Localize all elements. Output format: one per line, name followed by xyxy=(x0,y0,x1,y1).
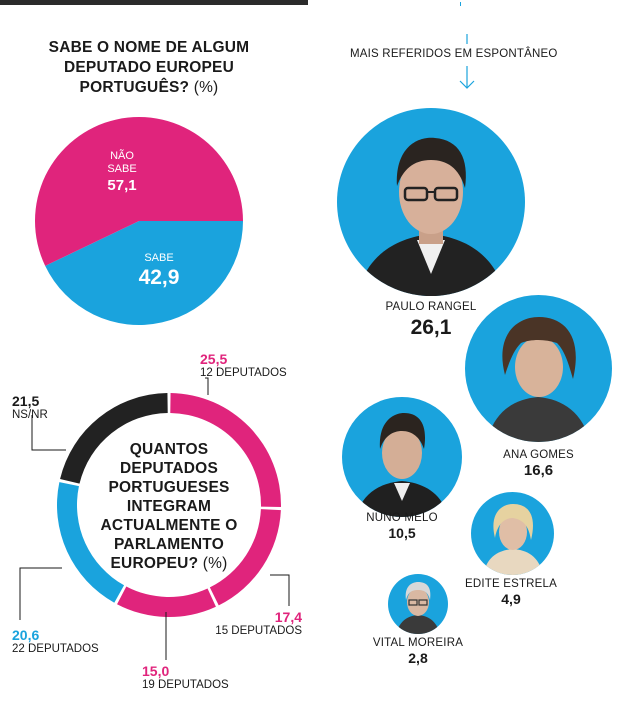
number-of-meps-donut xyxy=(57,393,281,618)
value-paulo-rangel: 26,1 xyxy=(410,316,452,339)
ring-label-nsnr: 21,5 NS/NR xyxy=(12,394,48,422)
ring-label-22: 20,6 22 DEPUTADOS xyxy=(12,628,99,656)
knows-mep-pie xyxy=(35,117,243,326)
ring-label-19: 15,0 19 DEPUTADOS xyxy=(142,664,229,692)
donut-segment xyxy=(209,509,281,606)
slice-value: 21,5 xyxy=(12,393,40,409)
slice-value: 42,9 xyxy=(138,266,180,289)
slice-answer: 19 DEPUTADOS xyxy=(142,679,229,691)
ring-label-15: 17,4 15 DEPUTADOS xyxy=(212,610,302,638)
donut-segment xyxy=(117,586,216,618)
slice-answer: NS/NR xyxy=(12,409,48,421)
portrait-nuno-melo xyxy=(342,397,462,517)
name-nuno-melo: NUNO MELO xyxy=(366,512,438,524)
slice-label-line: SABE xyxy=(144,252,174,264)
portrait-ana-gomes xyxy=(465,295,612,442)
slice-label-line: SABE xyxy=(107,163,137,175)
name-vital-moreira: VITAL MOREIRA xyxy=(372,637,464,649)
value-edite-estrela: 4,9 xyxy=(501,591,521,607)
slice-answer: 15 DEPUTADOS xyxy=(215,625,302,637)
slice-answer: 22 DEPUTADOS xyxy=(12,643,99,655)
slice-answer: 12 DEPUTADOS xyxy=(200,367,287,379)
pie-label-sabe: SABE 42,9 xyxy=(126,252,192,291)
spontaneous-label: MAIS REFERIDOS EM ESPONTÂNEO xyxy=(350,48,558,60)
slice-value: 57,1 xyxy=(107,177,137,194)
pie-label-nao-sabe: NÃO SABE 57,1 xyxy=(100,150,144,196)
leader-line-20-6 xyxy=(19,567,62,620)
donut-segment xyxy=(60,393,168,484)
portrait-paulo-rangel xyxy=(337,108,525,296)
portrait-vital-moreira xyxy=(388,574,448,634)
ring-question-title: QUANTOS DEPUTADOS PORTUGUESES INTEGRAM A… xyxy=(100,441,238,572)
slice-value: 17,4 xyxy=(274,609,302,625)
name-edite-estrela: EDITE ESTRELA xyxy=(464,578,558,590)
slice-value: 25,5 xyxy=(200,351,228,367)
leader-lines xyxy=(19,377,290,660)
value-nuno-melo: 10,5 xyxy=(388,525,416,541)
ring-label-12: 25,5 12 DEPUTADOS xyxy=(200,352,287,380)
leader-line-25-5 xyxy=(205,377,209,395)
top-rule xyxy=(0,0,308,5)
value-ana-gomes: 16,6 xyxy=(523,462,554,479)
donut-segment xyxy=(57,482,125,603)
portrait-edite-estrela xyxy=(471,492,554,575)
slice-value: 15,0 xyxy=(142,663,170,679)
top-tick xyxy=(460,2,461,6)
pie-slice xyxy=(35,117,243,266)
slice-value: 20,6 xyxy=(12,627,40,643)
name-paulo-rangel: PAULO RANGEL xyxy=(385,301,477,313)
down-arrow xyxy=(459,34,475,89)
slice-label-line: NÃO xyxy=(110,150,134,162)
leader-line-17-4 xyxy=(270,574,290,606)
leader-line-21-5 xyxy=(31,415,66,451)
pie-slice xyxy=(45,221,243,326)
donut-segment xyxy=(170,393,281,507)
value-vital-moreira: 2,8 xyxy=(408,650,428,666)
name-ana-gomes: ANA GOMES xyxy=(503,449,574,461)
pie-question-title: SABE O NOME DE ALGUM DEPUTADO EUROPEU PO… xyxy=(48,39,250,96)
